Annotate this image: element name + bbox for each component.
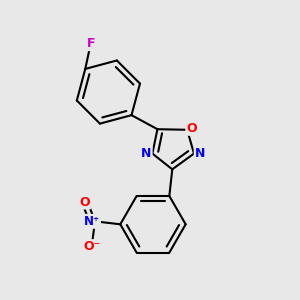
Text: N⁺: N⁺ xyxy=(84,215,100,228)
Text: F: F xyxy=(87,37,95,50)
Text: N: N xyxy=(195,147,205,160)
Text: O: O xyxy=(79,196,90,208)
Text: O: O xyxy=(186,122,197,135)
Text: N: N xyxy=(141,147,152,160)
Text: O⁻: O⁻ xyxy=(83,240,101,253)
